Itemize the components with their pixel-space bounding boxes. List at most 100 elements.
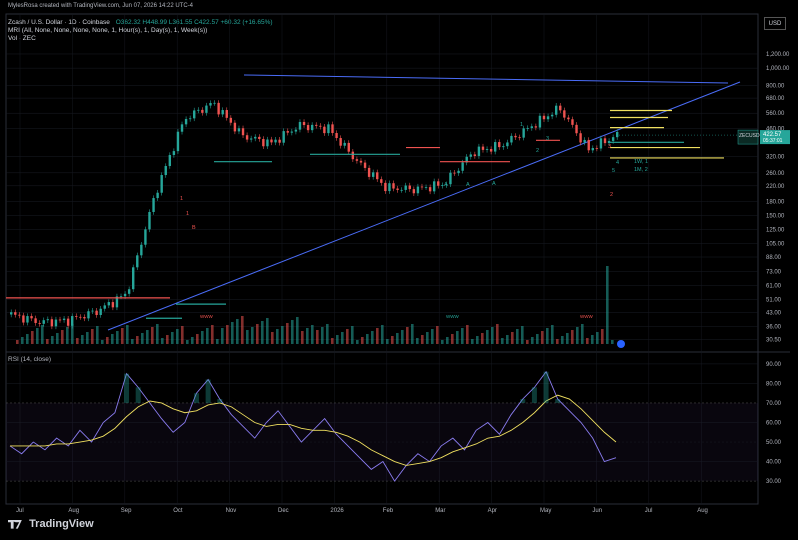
- volume-bar: [371, 331, 374, 344]
- rsi-tick-label: 60.00: [766, 421, 782, 427]
- candle-body: [550, 114, 554, 117]
- time-tick-label: Mar: [435, 508, 445, 514]
- candle-body: [579, 133, 582, 143]
- volume-bar: [536, 334, 539, 344]
- rsi-indicator-label[interactable]: RSI (14, close): [8, 356, 51, 363]
- candle-body: [420, 186, 424, 188]
- price-tick-label: 560.00: [766, 111, 785, 117]
- candle-body: [611, 137, 615, 141]
- volume-bar: [221, 328, 224, 344]
- candle-body: [241, 128, 245, 136]
- price-tick-label: 460.00: [766, 126, 785, 132]
- candle-body: [302, 121, 306, 126]
- candle-body: [233, 122, 237, 132]
- candle-body: [298, 121, 302, 130]
- candle-body: [616, 131, 619, 138]
- volume-bar: [16, 340, 19, 344]
- candle-body: [83, 317, 86, 319]
- candle-body: [502, 146, 505, 148]
- candle-body: [184, 118, 188, 125]
- candle-body: [180, 124, 184, 132]
- candle-body: [542, 115, 546, 120]
- candle-body: [245, 135, 249, 140]
- volume-bar: [186, 340, 189, 344]
- volume-bar: [26, 334, 29, 344]
- candle-body: [229, 117, 233, 123]
- candle-body: [327, 124, 330, 134]
- time-tick-label: May: [540, 508, 551, 514]
- volume-bar: [296, 317, 299, 344]
- volume-bar: [421, 335, 424, 344]
- candle-body: [445, 184, 448, 186]
- candle-body: [213, 102, 216, 104]
- candle-body: [489, 149, 493, 152]
- time-tick-label: 2026: [330, 508, 344, 514]
- candle-body: [453, 172, 456, 174]
- currency-button[interactable]: USD: [764, 17, 786, 30]
- volume-bar: [376, 328, 379, 344]
- price-tag-countdown: 05:37:01: [763, 138, 783, 144]
- volume-bar: [101, 340, 104, 344]
- volume-bar: [336, 335, 339, 344]
- candle-body: [18, 314, 21, 316]
- volume-bar: [146, 330, 149, 344]
- candle-body: [376, 172, 379, 180]
- vol-indicator-label[interactable]: Vol · ZEC: [8, 35, 36, 42]
- volume-bar: [606, 266, 609, 344]
- candle-body: [583, 139, 586, 143]
- candle-body: [221, 110, 224, 115]
- volume-bar: [611, 340, 614, 344]
- candle-body: [473, 154, 477, 156]
- candle-body: [62, 318, 66, 321]
- volume-bar: [586, 338, 589, 344]
- volume-bar: [436, 326, 439, 344]
- volume-bar: [326, 324, 329, 344]
- volume-bar: [556, 339, 559, 344]
- volume-bar: [571, 330, 574, 344]
- volume-bar: [136, 336, 139, 344]
- candle-body: [30, 316, 33, 319]
- time-tick-label: Apr: [488, 508, 497, 514]
- created-by-text: MylesRosa created with TradingView.com, …: [8, 3, 193, 9]
- rsi-tick-label: 70.00: [766, 401, 782, 407]
- candle-body: [286, 131, 289, 133]
- volume-bar: [181, 326, 184, 344]
- candle-body: [172, 151, 176, 156]
- volume-bar: [531, 337, 534, 344]
- candle-body: [71, 316, 74, 326]
- candle-body: [404, 185, 407, 190]
- candle-body: [331, 124, 334, 134]
- volume-bar: [61, 330, 64, 344]
- time-tick-label: Sep: [121, 508, 132, 514]
- candle-body: [522, 128, 525, 138]
- candle-body: [46, 319, 50, 321]
- candle-body: [50, 319, 54, 327]
- volume-bar: [516, 329, 519, 344]
- candle-body: [127, 289, 131, 294]
- volume-bar: [271, 332, 274, 344]
- volume-bar: [41, 325, 44, 344]
- tradingview-brand[interactable]: TradingView: [8, 518, 94, 530]
- volume-bar: [56, 333, 59, 344]
- candle-body: [136, 255, 139, 268]
- volume-bar: [426, 332, 429, 344]
- volume-bar: [546, 328, 549, 344]
- volume-bar: [521, 326, 524, 344]
- symbol-name[interactable]: Zcash / U.S. Dollar · 1D · Coinbase: [8, 19, 110, 26]
- candle-body: [603, 138, 607, 144]
- volume-bar: [206, 328, 209, 344]
- mri-indicator-label[interactable]: MRI (All, None, None, None, None, 1, Hou…: [8, 27, 208, 34]
- volume-bar: [291, 320, 294, 344]
- volume-bar: [306, 328, 309, 344]
- candle-body: [111, 302, 115, 308]
- volume-bar: [401, 330, 404, 344]
- volume-bar: [86, 332, 89, 344]
- candle-body: [75, 316, 78, 317]
- candle-body: [42, 320, 45, 324]
- wave-annotation: 2: [536, 148, 539, 154]
- wave-annotation: 1: [180, 196, 183, 202]
- descending-trendline: [243, 74, 729, 84]
- volume-bar: [236, 319, 239, 344]
